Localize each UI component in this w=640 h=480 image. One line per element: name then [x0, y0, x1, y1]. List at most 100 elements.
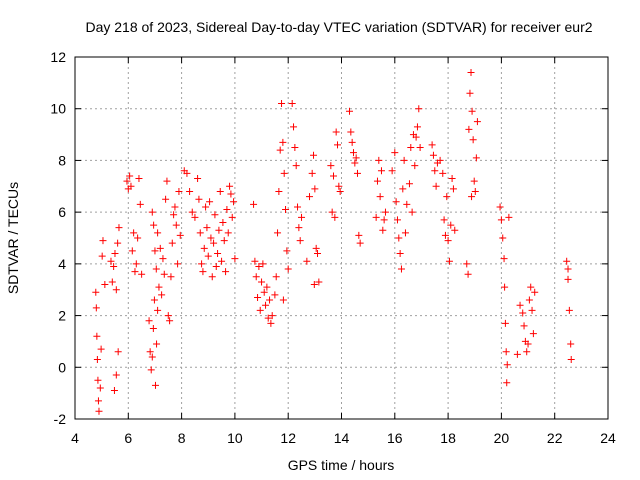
- data-point-marker: [148, 208, 156, 216]
- y-tick-label: 4: [58, 256, 66, 272]
- data-point-marker: [331, 213, 339, 221]
- data-point-marker: [449, 185, 457, 193]
- data-point-marker: [211, 211, 219, 219]
- data-point-marker: [166, 317, 174, 325]
- x-tick-label: 8: [178, 430, 186, 446]
- data-point-marker: [136, 200, 144, 208]
- data-point-marker: [254, 293, 262, 301]
- data-point-marker: [206, 198, 214, 206]
- data-point-marker: [203, 224, 211, 232]
- data-point-marker: [158, 291, 166, 299]
- data-point-marker: [115, 224, 123, 232]
- data-point-marker: [220, 237, 228, 245]
- data-point-marker: [174, 260, 182, 268]
- data-point-marker: [519, 309, 527, 317]
- data-point-marker: [274, 229, 282, 237]
- data-point-marker: [110, 262, 118, 270]
- data-point-marker: [271, 291, 279, 299]
- y-axis-label: SDTVAR / TECUs: [5, 182, 21, 294]
- data-point-marker: [262, 301, 270, 309]
- data-point-marker: [429, 151, 437, 159]
- data-point-marker: [93, 332, 101, 340]
- chart-title: Day 218 of 2023, Sidereal Day-to-day VTE…: [85, 19, 592, 35]
- data-point-marker: [131, 268, 139, 276]
- data-point-marker: [132, 260, 140, 268]
- data-point-marker: [396, 250, 404, 258]
- y-tick-label: 6: [58, 204, 66, 220]
- data-point-marker: [345, 107, 353, 115]
- data-point-marker: [295, 224, 303, 232]
- data-point-marker: [496, 203, 504, 211]
- data-point-marker: [156, 244, 164, 252]
- data-point-marker: [399, 185, 407, 193]
- data-point-marker: [445, 257, 453, 265]
- data-point-marker: [204, 252, 212, 260]
- data-point-marker: [351, 159, 359, 167]
- data-point-marker: [215, 226, 223, 234]
- data-point-marker: [150, 221, 158, 229]
- data-point-marker: [408, 208, 416, 216]
- data-point-marker: [294, 203, 302, 211]
- data-point-marker: [335, 182, 343, 190]
- data-point-marker: [159, 255, 167, 263]
- data-point-marker: [503, 379, 511, 387]
- data-point-marker: [291, 144, 299, 151]
- data-point-marker: [431, 167, 439, 175]
- data-point-marker: [563, 257, 571, 265]
- data-point-marker: [278, 100, 286, 108]
- data-point-marker: [108, 278, 116, 286]
- data-point-marker: [191, 213, 199, 221]
- data-point-marker: [175, 187, 183, 195]
- data-point-marker: [388, 167, 396, 175]
- data-point-marker: [228, 213, 236, 221]
- data-point-marker: [432, 182, 440, 190]
- data-point-marker: [448, 175, 456, 183]
- data-point-marker: [567, 356, 575, 364]
- data-point-marker: [444, 237, 452, 245]
- data-point-marker: [154, 306, 162, 314]
- data-point-marker: [146, 348, 154, 356]
- data-point-marker: [380, 216, 388, 224]
- data-point-marker: [328, 208, 336, 216]
- data-point-marker: [263, 283, 271, 291]
- data-point-marker: [355, 231, 363, 239]
- data-point-marker: [527, 283, 535, 291]
- data-point-marker: [564, 275, 572, 283]
- data-point-marker: [501, 283, 509, 291]
- data-point-marker: [412, 133, 420, 141]
- data-point-marker: [469, 136, 477, 144]
- data-point-marker: [155, 283, 163, 291]
- data-point-marker: [411, 162, 419, 170]
- data-point-marker: [93, 356, 101, 364]
- data-point-marker: [199, 268, 207, 276]
- data-point-marker: [222, 268, 230, 276]
- data-point-marker: [111, 250, 119, 258]
- data-point-marker: [381, 208, 389, 216]
- data-point-marker: [198, 260, 206, 268]
- data-point-marker: [96, 384, 104, 392]
- data-point-marker: [92, 304, 100, 312]
- data-point-marker: [308, 169, 316, 177]
- data-point-marker: [172, 221, 180, 229]
- data-point-marker: [260, 288, 268, 296]
- data-point-marker: [252, 273, 260, 281]
- data-point-marker: [128, 247, 136, 255]
- data-point-marker: [256, 306, 264, 314]
- data-point-marker: [186, 187, 194, 195]
- data-point-marker: [565, 306, 573, 314]
- data-point-marker: [436, 156, 444, 164]
- data-point-marker: [196, 229, 204, 237]
- data-point-marker: [219, 218, 227, 226]
- data-point-marker: [138, 270, 146, 278]
- data-point-marker: [151, 247, 159, 255]
- data-points: [92, 69, 575, 415]
- data-point-marker: [218, 257, 226, 265]
- data-point-marker: [280, 169, 288, 177]
- data-point-marker: [152, 265, 160, 273]
- data-point-marker: [212, 262, 220, 270]
- data-point-marker: [464, 270, 472, 278]
- data-point-marker: [94, 397, 102, 405]
- data-point-marker: [352, 154, 360, 162]
- y-tick-label: 0: [58, 359, 66, 375]
- data-point-marker: [528, 306, 536, 314]
